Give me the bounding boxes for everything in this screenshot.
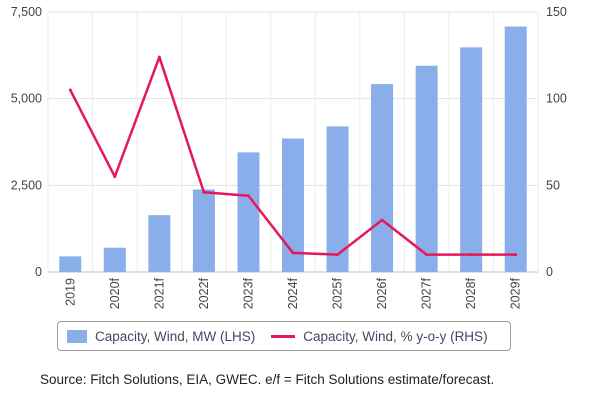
legend-item-line[interactable]: Capacity, Wind, % y-o-y (RHS) bbox=[271, 328, 488, 344]
bar[interactable] bbox=[415, 65, 438, 272]
legend-item-bar[interactable]: Capacity, Wind, MW (LHS) bbox=[67, 329, 255, 344]
line-series bbox=[68, 55, 518, 257]
bar[interactable] bbox=[326, 126, 349, 273]
x-axis-tick-label: 2029f bbox=[509, 277, 523, 309]
x-axis-tick-label: 2025f bbox=[331, 277, 345, 309]
x-axis-tick-label: 2027f bbox=[420, 277, 434, 309]
line-point[interactable] bbox=[246, 194, 250, 198]
x-axis-tick-label: 2024f bbox=[286, 277, 300, 309]
right-axis-tick-label: 50 bbox=[546, 178, 560, 192]
x-axis-tick-label: 2020f bbox=[108, 277, 122, 309]
line-point[interactable] bbox=[202, 190, 206, 194]
bar[interactable] bbox=[371, 84, 394, 273]
gridlines bbox=[47, 11, 539, 273]
line-point[interactable] bbox=[113, 175, 117, 179]
line-point[interactable] bbox=[336, 253, 340, 257]
x-axis-tick-label: 2022f bbox=[197, 277, 211, 309]
x-axis-tick-label: 2021f bbox=[152, 277, 166, 309]
bar[interactable] bbox=[103, 247, 126, 272]
line-point[interactable] bbox=[157, 55, 161, 59]
bar[interactable] bbox=[282, 138, 304, 272]
axes: 0 2,500 5,000 7,500 0 50 100 150 2019 2020f 2021f 2… bbox=[11, 5, 567, 309]
combo-chart: 0 2,500 5,000 7,500 0 50 100 150 2019 2020f 2021f 2… bbox=[11, 5, 567, 309]
legend-label-line: Capacity, Wind, % y-o-y (RHS) bbox=[303, 328, 488, 344]
legend: Capacity, Wind, MW (LHS) Capacity, Wind,… bbox=[57, 321, 511, 351]
right-axis-tick-label: 150 bbox=[546, 5, 567, 19]
x-axis-tick-label: 2019 bbox=[63, 278, 77, 306]
bar-series bbox=[59, 26, 527, 273]
line-point[interactable] bbox=[68, 88, 72, 92]
x-axis-tick-label: 2026f bbox=[375, 277, 389, 309]
left-axis-tick-label: 5,000 bbox=[11, 92, 42, 106]
source-note: Source: Fitch Solutions, EIA, GWEC. e/f … bbox=[40, 372, 495, 387]
left-axis-tick-label: 2,500 bbox=[11, 178, 42, 192]
bar[interactable] bbox=[192, 189, 215, 272]
left-axis-tick-label: 7,500 bbox=[11, 5, 42, 19]
bar[interactable] bbox=[504, 26, 527, 273]
legend-label-bar: Capacity, Wind, MW (LHS) bbox=[95, 328, 256, 344]
bar[interactable] bbox=[148, 215, 171, 272]
line-swatch-icon bbox=[271, 334, 296, 338]
line-point[interactable] bbox=[380, 218, 384, 222]
right-axis-tick-label: 0 bbox=[546, 265, 553, 279]
line-point[interactable] bbox=[425, 253, 429, 257]
bar[interactable] bbox=[59, 256, 82, 272]
line-point[interactable] bbox=[291, 251, 295, 255]
x-axis-tick-label: 2023f bbox=[241, 277, 255, 309]
left-axis-tick-label: 0 bbox=[35, 265, 42, 279]
line-point[interactable] bbox=[469, 253, 473, 257]
x-axis-tick-label: 2028f bbox=[464, 277, 478, 309]
bar-swatch-icon bbox=[67, 329, 87, 343]
bar[interactable] bbox=[460, 47, 483, 272]
right-axis-tick-label: 100 bbox=[546, 92, 567, 106]
bar[interactable] bbox=[237, 152, 260, 272]
line-point[interactable] bbox=[514, 253, 518, 257]
